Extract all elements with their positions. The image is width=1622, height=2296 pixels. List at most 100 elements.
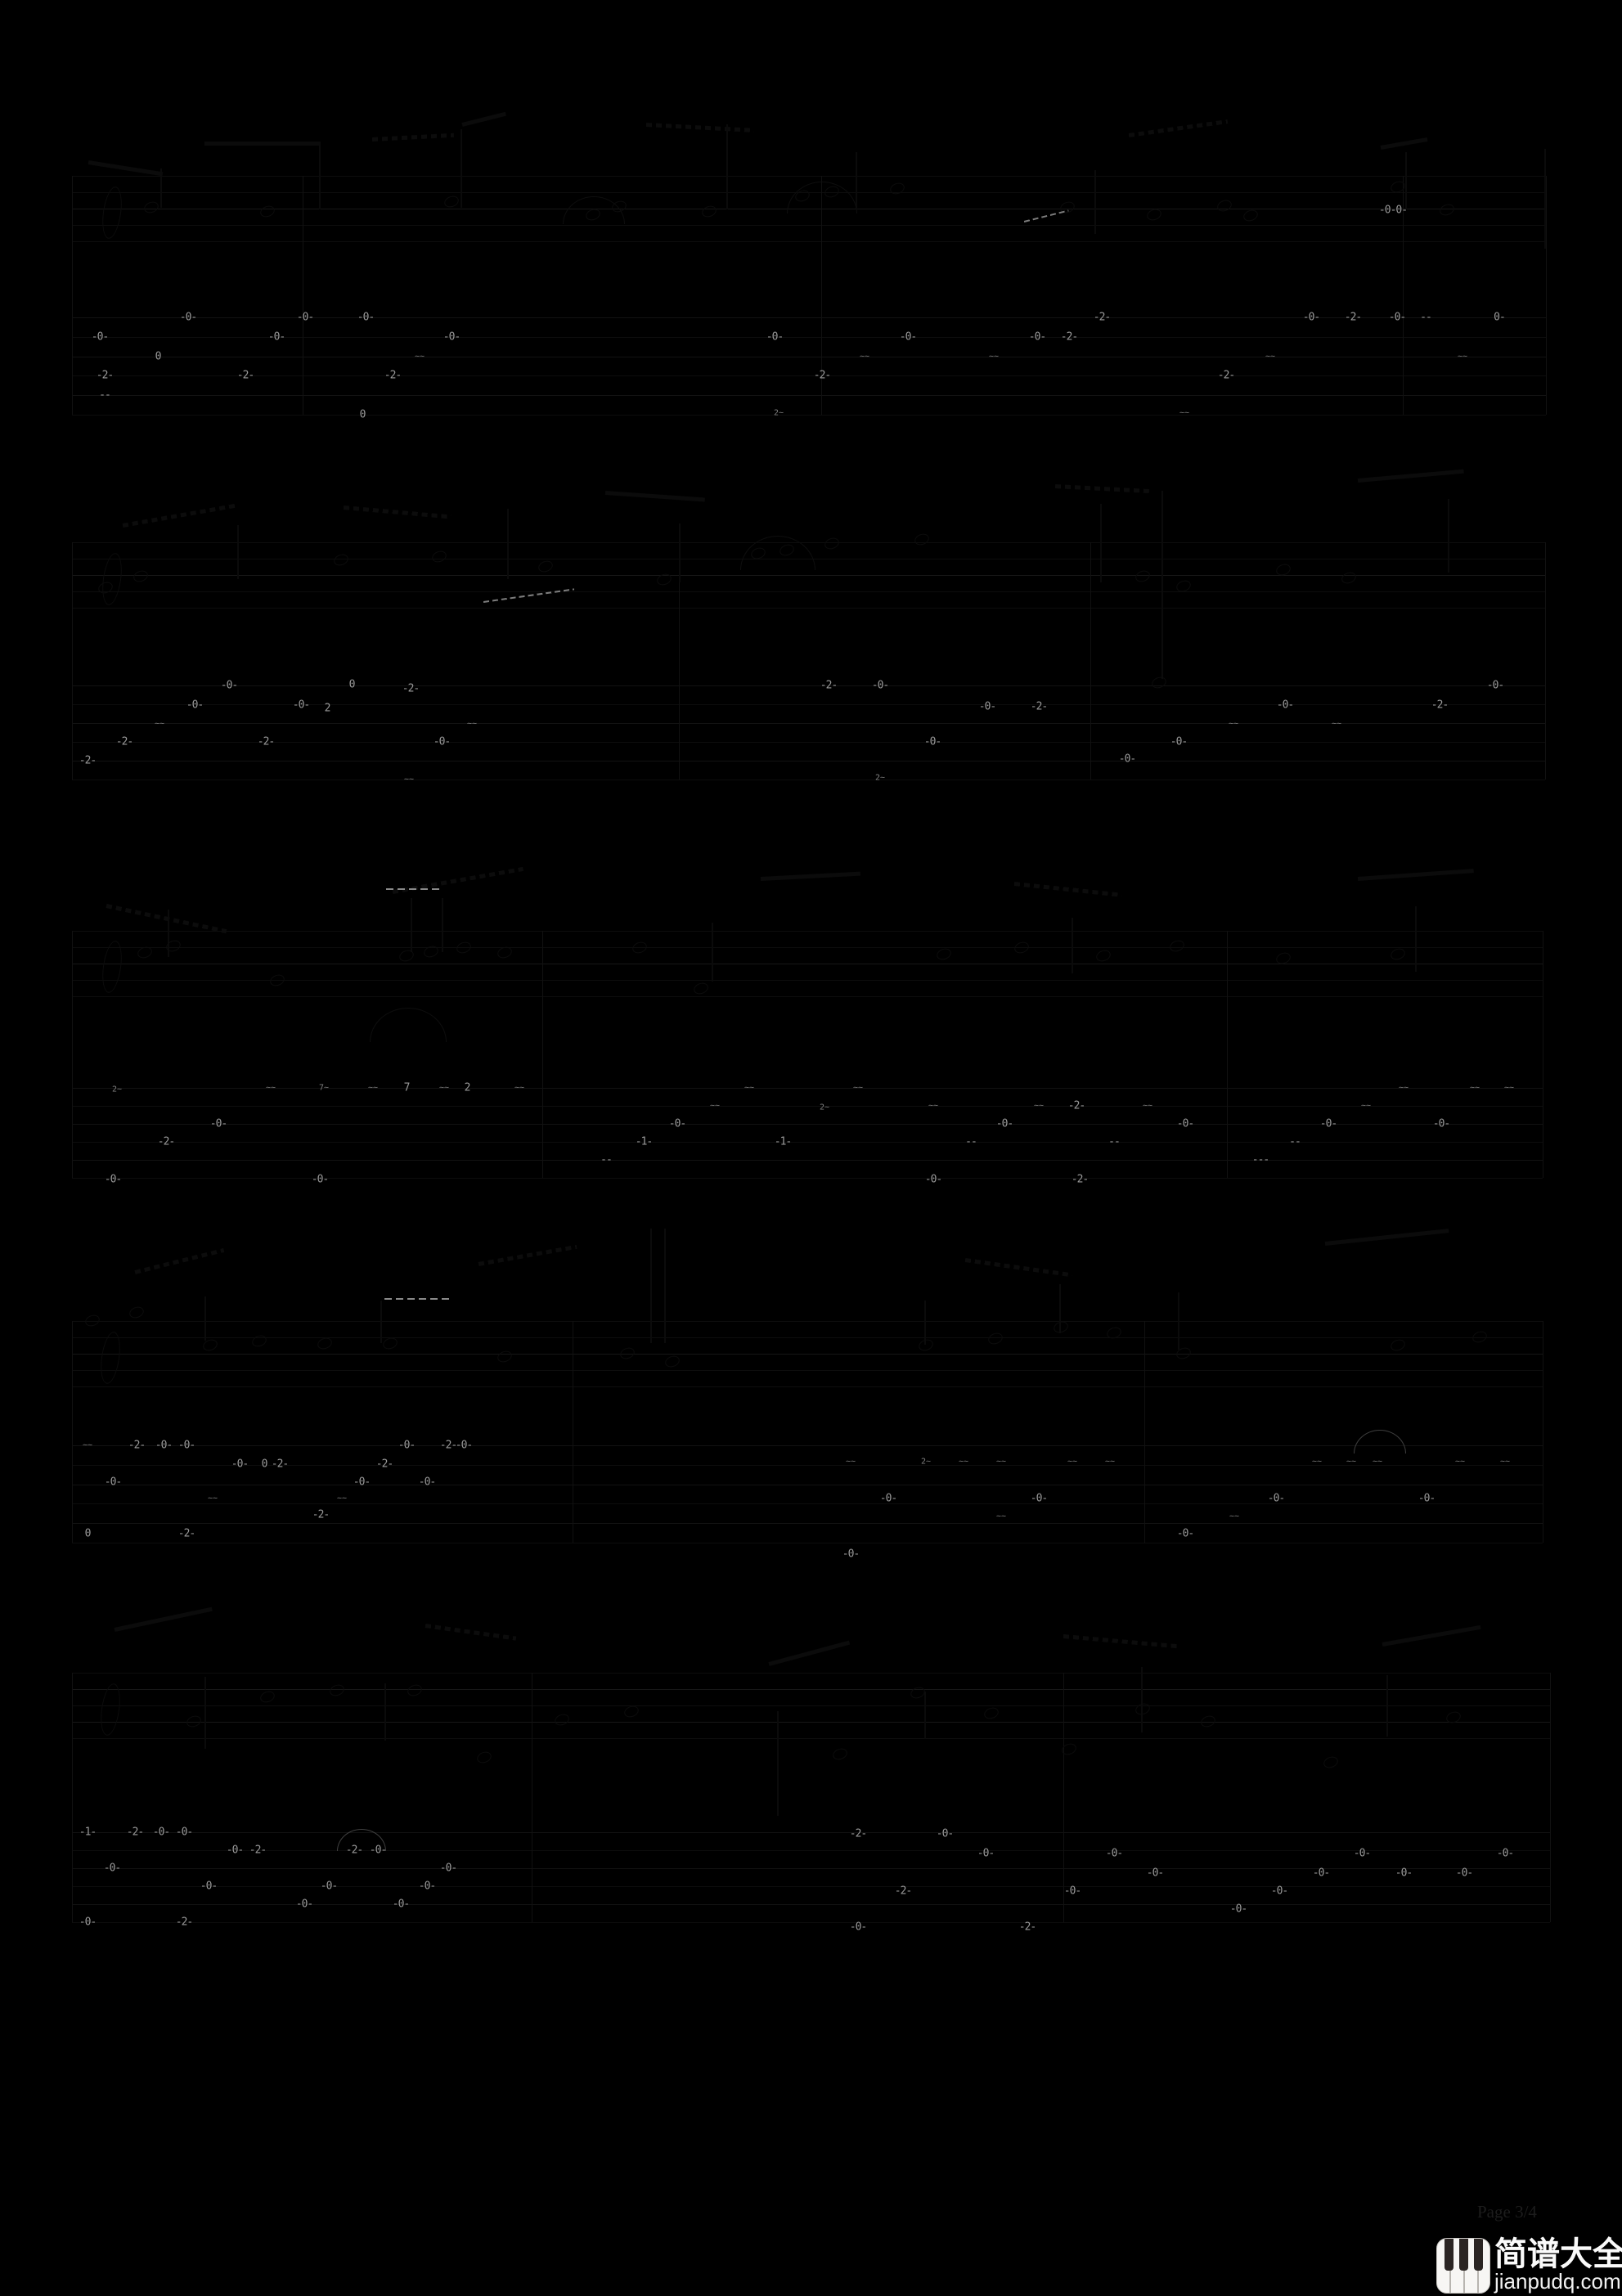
note-head (258, 204, 276, 219)
tab-fret-mark: ~~ (1104, 1457, 1116, 1467)
tab-fret-mark: --- (1251, 1153, 1270, 1166)
tab-fret-mark: 2 (464, 1081, 471, 1094)
tab-line (72, 1465, 1543, 1466)
tab-fret-mark: ~~ (995, 1457, 1007, 1467)
note-head (913, 532, 931, 547)
note-stem (1415, 906, 1417, 972)
tab-fret-mark: -0- (91, 330, 110, 344)
tab-fret-mark: -0- (977, 1847, 995, 1860)
tab-fret-mark: -0- (842, 1548, 860, 1561)
beam (392, 866, 523, 894)
watermark[interactable]: 简谱大全 jianpudq.com (1436, 2238, 1622, 2294)
tab-fret-mark: ~~ (1033, 1101, 1045, 1111)
note-head (132, 568, 150, 584)
note-stem (168, 910, 169, 957)
tab-fret-mark: 2~ (773, 408, 784, 418)
staff-line (72, 1337, 1543, 1338)
tab-fret-mark: -1- (774, 1135, 793, 1148)
tab-fret-mark: -0- (871, 679, 890, 692)
note-head (986, 1331, 1004, 1346)
tab-fret-mark: 0 (261, 1458, 268, 1471)
tab-fret-mark: -0- (296, 311, 315, 324)
beam (114, 1606, 213, 1632)
tab-fret-mark: -0- (103, 1862, 122, 1875)
tab-fret-mark: -0- (995, 1117, 1014, 1130)
tab-fret-mark: -0- (104, 1173, 123, 1186)
tab-fret-mark: -0- (104, 1476, 123, 1489)
note-head (1168, 938, 1186, 954)
tab-fret-mark: -0- (1432, 1117, 1451, 1130)
tab-fret-mark: -0- (1063, 1885, 1082, 1898)
watermark-title: 简谱大全 (1494, 2236, 1622, 2272)
barline (679, 542, 680, 780)
tab-fret-mark: -0- (155, 1439, 173, 1452)
staff-line (72, 996, 1543, 997)
note-head (823, 536, 841, 551)
beam (604, 491, 705, 502)
tab-fret-mark: -0- (177, 1439, 196, 1452)
slur-arc (787, 182, 857, 213)
tab-fret-mark: ~~ (1457, 352, 1468, 362)
tab-fret-mark: 2~ (111, 1085, 123, 1094)
piano-icon (1436, 2238, 1490, 2294)
note-head (1215, 198, 1233, 213)
tab-fret-mark: ~~ (928, 1101, 939, 1111)
tab-fret-mark: -0- (936, 1827, 955, 1840)
note-head (1199, 1714, 1217, 1729)
tab-fret-mark: ~~ (1331, 719, 1342, 729)
tab-fret-mark: ~~ (1228, 719, 1239, 729)
tab-fret-mark: -0- (369, 1844, 388, 1857)
tab-fret-mark: ~~ (1179, 408, 1190, 418)
tab-fret-mark: ~~ (466, 719, 478, 729)
tab-fret-mark: -2- (849, 1827, 868, 1840)
note-stem (1161, 491, 1163, 605)
tab-fret-mark: -0- (392, 1898, 411, 1911)
beam (343, 505, 452, 519)
tab-fret-mark: ~~ (414, 352, 425, 362)
tab-fret-mark: -- (600, 1153, 613, 1166)
slur-arc (1354, 1430, 1406, 1454)
note-stem (664, 1229, 666, 1343)
tab-fret-mark: 0 (359, 408, 366, 421)
barline (72, 542, 73, 780)
note-stem (319, 144, 321, 209)
note-head (1471, 1329, 1489, 1345)
bright-dash-line (384, 1298, 452, 1300)
tab-line (72, 1886, 1550, 1887)
note-head (332, 552, 350, 568)
note-stem (1544, 149, 1546, 249)
tab-fret-mark: ~~ (438, 1083, 450, 1093)
tab-line (72, 1124, 1543, 1125)
beam (1324, 1229, 1449, 1246)
tab-fret-mark: -2- (384, 369, 402, 382)
barline (1403, 176, 1404, 415)
tab-fret-mark: -0- (357, 311, 375, 324)
tab-fret-mark: -2- (1018, 1921, 1037, 1934)
staff-line (72, 1673, 1550, 1674)
tab-fret-mark: -0-0- (1378, 204, 1408, 217)
note-head (316, 1336, 334, 1351)
tab-line (72, 1922, 1550, 1923)
beam (1128, 119, 1229, 137)
staff-line (72, 980, 1543, 981)
beam (1382, 1624, 1481, 1647)
note-head (1052, 1319, 1070, 1335)
beam (106, 904, 227, 934)
barline (1546, 176, 1547, 415)
note-head (128, 1305, 146, 1320)
tab-fret-mark: -0- (1319, 1117, 1338, 1130)
tab-fret-mark: ~~ (1372, 1457, 1383, 1467)
tab-fret-mark: -0- (231, 1458, 249, 1471)
note-stem (777, 1711, 779, 1816)
tab-fret-mark: -0- (1353, 1847, 1372, 1860)
note-head (1150, 675, 1168, 690)
tab-fret-mark: -2- (96, 369, 115, 382)
tab-fret-mark: -2- (257, 735, 276, 748)
tab-fret-mark: -2- (1071, 1173, 1090, 1186)
note-head (455, 940, 473, 955)
tab-fret-mark: -0- (209, 1117, 228, 1130)
beam (1063, 1634, 1179, 1649)
tab-fret-mark: -2- (439, 1439, 458, 1452)
tab-fret-mark: -0- (1302, 311, 1321, 324)
note-stem (650, 1229, 652, 1343)
